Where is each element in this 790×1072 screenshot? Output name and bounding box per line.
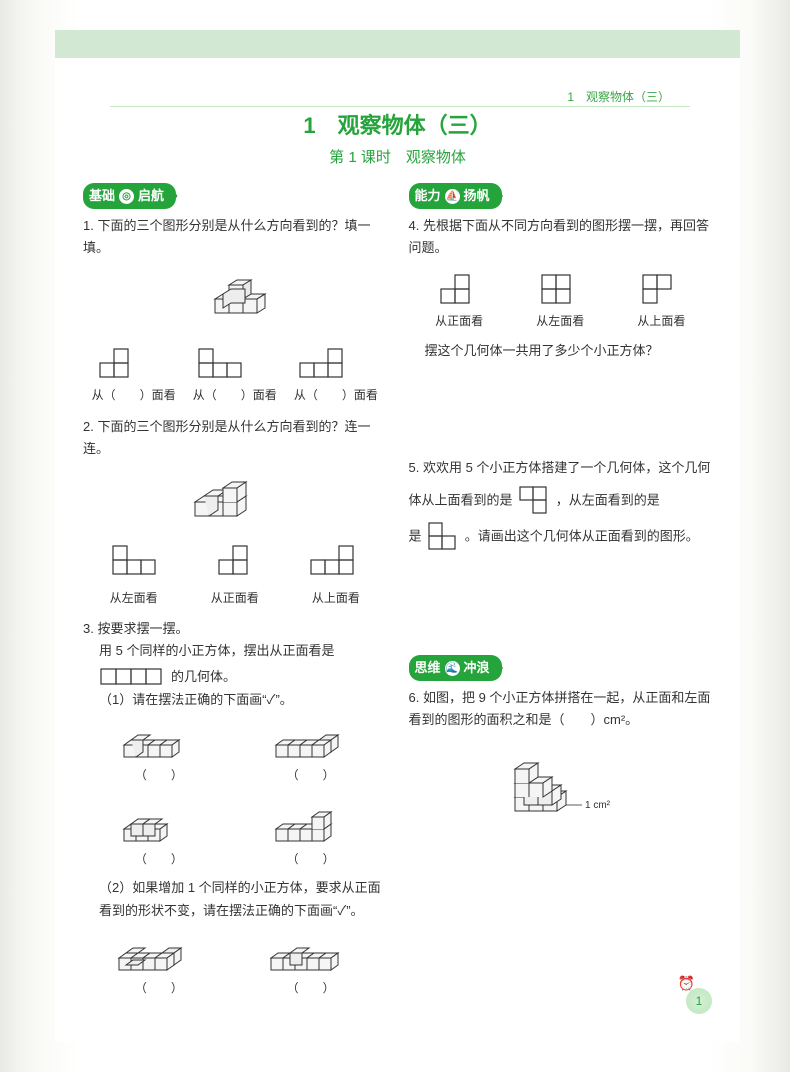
chapter-title: 1 观察物体（三） (83, 108, 712, 140)
q2-flat-a (107, 540, 165, 580)
question-1: 1. 下面的三个图形分别是从什么方向看到的？填一填。 (83, 215, 387, 406)
right-column: 能力 ⛵ 扬帆 4. 先根据下面从不同方向看到的图形摆一摆，再回答问题。 从正面… (409, 183, 713, 1008)
wave-icon: 🌊 (445, 661, 460, 676)
q2-flat-c (305, 540, 363, 580)
q3-p1-iso-a (116, 719, 201, 765)
question-6: 6. 如图，把 9 个小正方体拼搭在一起，从正面和左面看到的图形的面积之和是（ … (409, 687, 713, 829)
q2-flat-b (213, 540, 257, 580)
q1-flat-a (92, 341, 136, 385)
page-number: 1 (686, 988, 712, 1014)
question-5: 5. 欢欢用 5 个小正方体搭建了一个几何体，这个几何体从上面看到的是 ，从左面… (409, 452, 713, 645)
question-3: 3. 按要求摆一摆。 用 5 个同样的小正方体，摆出从正面看是 的几何体。 （1… (83, 618, 387, 998)
q1-flat-c (294, 341, 352, 385)
compass-icon: ◎ (119, 189, 134, 204)
q3-p1-iso-d (268, 793, 353, 849)
q1-flat-b (193, 341, 251, 385)
q1-iso-figure (185, 263, 285, 333)
q5-top-view (516, 483, 552, 519)
sail-icon: ⛵ (445, 189, 460, 204)
q3-p1-iso-b (268, 719, 353, 765)
q3-front-view (99, 667, 165, 687)
left-column: 基础 ◎ 启航 1. 下面的三个图形分别是从什么方向看到的？填一填。 (83, 183, 387, 1008)
q4-front-view (435, 267, 479, 311)
question-2: 2. 下面的三个图形分别是从什么方向看到的？连一连。 (83, 416, 387, 609)
svg-text:1 cm²: 1 cm² (585, 800, 611, 811)
q4-left-view (536, 267, 580, 311)
q3-p2-iso-a (111, 930, 206, 978)
lesson-subtitle: 第 1 课时 观察物体 (83, 146, 712, 167)
q2-iso-figure (175, 468, 295, 532)
q4-top-view (637, 267, 681, 311)
section-badge-jichu: 基础 ◎ 启航 (83, 183, 176, 209)
question-4: 4. 先根据下面从不同方向看到的图形摆一摆，再回答问题。 从正面看 从左面看 (409, 215, 713, 442)
q3-p1-iso-c (116, 803, 201, 849)
section-badge-siwei: 思维 🌊 冲浪 (409, 655, 502, 681)
section-badge-nengli: 能力 ⛵ 扬帆 (409, 183, 502, 209)
q6-iso-figure: 1 cm² (495, 739, 625, 829)
q5-left-view (425, 519, 461, 555)
q3-p2-iso-b (263, 930, 358, 978)
